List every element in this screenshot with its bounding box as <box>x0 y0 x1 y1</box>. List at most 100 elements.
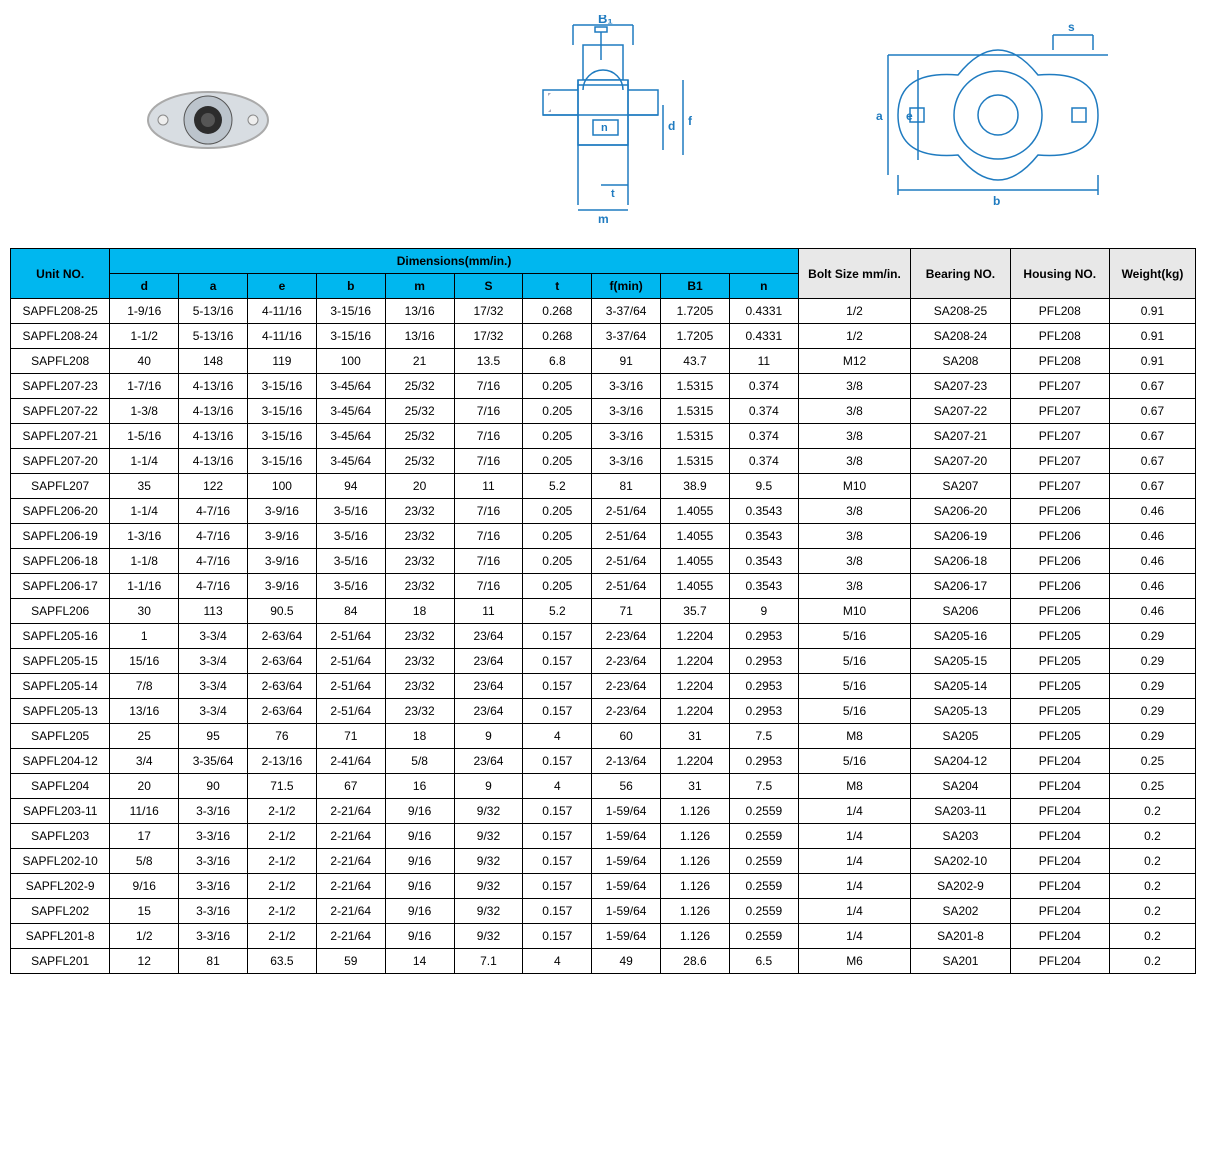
table-row: SAPFL204-123/43-35/642-13/162-41/645/823… <box>11 749 1196 774</box>
table-cell: 3/8 <box>798 499 911 524</box>
table-cell: 13.5 <box>454 349 523 374</box>
table-cell: 25/32 <box>385 449 454 474</box>
table-row: SAPFL202-105/83-3/162-1/22-21/649/169/32… <box>11 849 1196 874</box>
table-cell: SA205-13 <box>911 699 1010 724</box>
table-row: SAPFL208401481191002113.56.89143.711M12S… <box>11 349 1196 374</box>
table-row: SAPFL206-181-1/84-7/163-9/163-5/1623/327… <box>11 549 1196 574</box>
table-cell: 0.2953 <box>729 649 798 674</box>
table-cell: PFL208 <box>1010 324 1109 349</box>
table-row: SAPFL2063011390.58418115.27135.79M10SA20… <box>11 599 1196 624</box>
table-cell: 0.157 <box>523 824 592 849</box>
table-cell: 2-51/64 <box>316 699 385 724</box>
table-cell: 2-1/2 <box>248 874 317 899</box>
table-cell: 3-15/16 <box>248 449 317 474</box>
table-cell: 0.157 <box>523 849 592 874</box>
table-cell: PFL204 <box>1010 924 1109 949</box>
table-cell: 3-9/16 <box>248 499 317 524</box>
table-cell: 0.2 <box>1109 899 1195 924</box>
table-cell: 0.46 <box>1109 499 1195 524</box>
table-cell: 23/32 <box>385 499 454 524</box>
table-cell: 1.5315 <box>661 424 730 449</box>
table-cell: SA208-25 <box>911 299 1010 324</box>
table-cell: 84 <box>316 599 385 624</box>
table-cell: SAPFL205 <box>11 724 110 749</box>
table-cell: 3-9/16 <box>248 549 317 574</box>
table-cell: PFL205 <box>1010 699 1109 724</box>
table-cell: 71 <box>316 724 385 749</box>
table-header: Unit NO. Dimensions(mm/in.) Bolt Size mm… <box>11 249 1196 299</box>
table-cell: 13/16 <box>110 699 179 724</box>
table-cell: SAPFL206 <box>11 599 110 624</box>
table-cell: 1/4 <box>798 924 911 949</box>
table-row: SAPFL207-211-5/164-13/163-15/163-45/6425… <box>11 424 1196 449</box>
table-cell: 2-21/64 <box>316 874 385 899</box>
table-cell: 3/8 <box>798 374 911 399</box>
table-cell: 20 <box>110 774 179 799</box>
table-cell: 1-1/16 <box>110 574 179 599</box>
table-cell: 9 <box>454 724 523 749</box>
table-cell: 5.2 <box>523 599 592 624</box>
table-cell: 23/64 <box>454 699 523 724</box>
spec-table: Unit NO. Dimensions(mm/in.) Bolt Size mm… <box>10 248 1196 974</box>
table-cell: SA203-11 <box>911 799 1010 824</box>
table-cell: 38.9 <box>661 474 730 499</box>
table-cell: 0.2559 <box>729 824 798 849</box>
hdr-dim-b: b <box>316 274 385 299</box>
table-cell: 2-21/64 <box>316 824 385 849</box>
table-cell: 0.205 <box>523 374 592 399</box>
table-cell: 9/32 <box>454 874 523 899</box>
table-cell: 49 <box>592 949 661 974</box>
table-cell: 1.5315 <box>661 374 730 399</box>
table-cell: SA207-21 <box>911 424 1010 449</box>
table-cell: 0.157 <box>523 649 592 674</box>
table-cell: 20 <box>385 474 454 499</box>
table-cell: 0.2953 <box>729 674 798 699</box>
table-cell: 0.268 <box>523 299 592 324</box>
table-cell: 0.46 <box>1109 524 1195 549</box>
table-cell: 0.29 <box>1109 724 1195 749</box>
table-cell: 2-1/2 <box>248 924 317 949</box>
table-cell: 1.2204 <box>661 624 730 649</box>
table-cell: 0.67 <box>1109 424 1195 449</box>
table-cell: 3-3/16 <box>592 449 661 474</box>
table-cell: 95 <box>179 724 248 749</box>
table-cell: 0.2559 <box>729 899 798 924</box>
table-cell: PFL204 <box>1010 749 1109 774</box>
table-cell: 0.157 <box>523 899 592 924</box>
table-cell: 0.2 <box>1109 924 1195 949</box>
table-row: SAPFL205-1613-3/42-63/642-51/6423/3223/6… <box>11 624 1196 649</box>
table-cell: 3-9/16 <box>248 574 317 599</box>
table-cell: 0.91 <box>1109 324 1195 349</box>
svg-text:f: f <box>688 114 693 128</box>
table-cell: 0.157 <box>523 749 592 774</box>
table-cell: 23/32 <box>385 549 454 574</box>
table-cell: 11 <box>729 349 798 374</box>
table-cell: 5/16 <box>798 624 911 649</box>
table-cell: 9/16 <box>385 799 454 824</box>
table-cell: 9 <box>454 774 523 799</box>
table-cell: 17/32 <box>454 299 523 324</box>
table-cell: 1/4 <box>798 824 911 849</box>
table-cell: M10 <box>798 599 911 624</box>
table-cell: 0.2953 <box>729 699 798 724</box>
table-cell: SA207-22 <box>911 399 1010 424</box>
table-cell: SAPFL203-11 <box>11 799 110 824</box>
table-cell: 0.29 <box>1109 649 1195 674</box>
table-cell: 3-35/64 <box>179 749 248 774</box>
table-cell: 71.5 <box>248 774 317 799</box>
table-cell: 2-51/64 <box>316 624 385 649</box>
table-cell: 35 <box>110 474 179 499</box>
table-cell: 25/32 <box>385 374 454 399</box>
table-cell: 4-7/16 <box>179 574 248 599</box>
table-cell: SA206-19 <box>911 524 1010 549</box>
table-cell: 81 <box>592 474 661 499</box>
table-cell: 3/8 <box>798 574 911 599</box>
table-cell: M6 <box>798 949 911 974</box>
table-cell: SA207-23 <box>911 374 1010 399</box>
table-cell: SA205-14 <box>911 674 1010 699</box>
table-cell: SAPFL208-25 <box>11 299 110 324</box>
table-cell: 3-5/16 <box>316 549 385 574</box>
table-row: SAPFL205-1313/163-3/42-63/642-51/6423/32… <box>11 699 1196 724</box>
table-cell: 3/8 <box>798 549 911 574</box>
table-cell: 1.5315 <box>661 399 730 424</box>
